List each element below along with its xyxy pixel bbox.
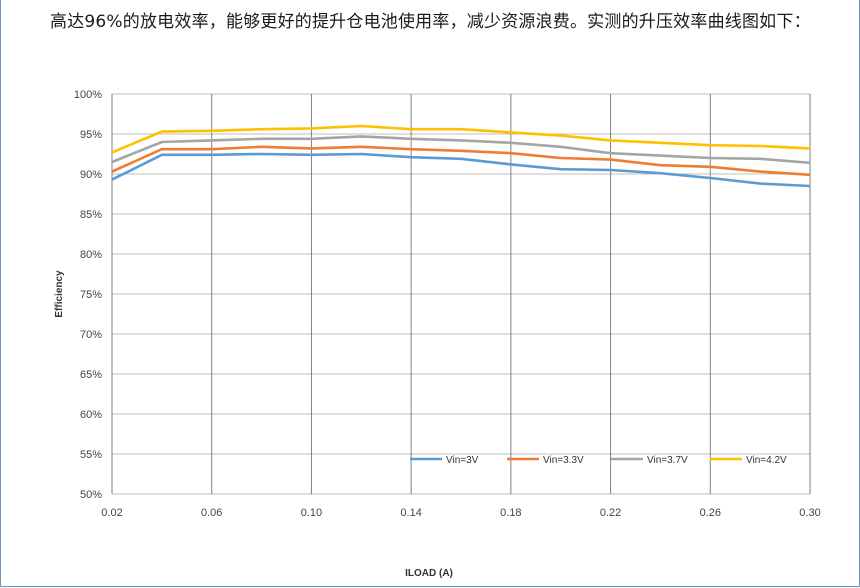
y-tick-labels: 100% 95% 90% 85% 80% 75% 70% 65% 60% 55% 50% xyxy=(74,89,102,501)
x-tick-labels: 0.02 0.06 0.10 0.14 0.18 0.22 0.26 0.30 xyxy=(101,507,820,519)
x-tick-label: 0.30 xyxy=(799,507,820,519)
y-tick-label: 80% xyxy=(80,249,102,261)
legend: Vin=3V Vin=3.3V Vin=3.7V Vin=4.2V xyxy=(410,455,787,466)
series-line-3 xyxy=(111,135,811,165)
y-tick-label: 60% xyxy=(80,409,102,421)
legend-label: Vin=3.7V xyxy=(647,455,688,466)
y-tick-label: 85% xyxy=(80,209,102,221)
x-tick-label: 0.14 xyxy=(400,507,421,519)
y-tick-label: 55% xyxy=(80,449,102,461)
y-tick-label: 75% xyxy=(80,289,102,301)
series-lines xyxy=(111,124,811,188)
x-tick-label: 0.02 xyxy=(101,507,122,519)
x-axis-label: ILOAD (A) xyxy=(405,568,453,579)
x-tick-label: 0.26 xyxy=(700,507,721,519)
y-tick-label: 100% xyxy=(74,89,102,101)
legend-label: Vin=3V xyxy=(446,455,479,466)
legend-label: Vin=4.2V xyxy=(746,455,787,466)
y-tick-label: 95% xyxy=(80,129,102,141)
legend-label: Vin=3.3V xyxy=(543,455,584,466)
x-tick-label: 0.06 xyxy=(201,507,222,519)
x-tick-label: 0.18 xyxy=(500,507,521,519)
y-tick-label: 65% xyxy=(80,369,102,381)
series-line-2 xyxy=(111,145,811,177)
y-tick-label: 70% xyxy=(80,329,102,341)
series-line-4 xyxy=(111,124,811,154)
series-line-1 xyxy=(111,152,811,188)
y-axis-label: Efficiency xyxy=(54,270,65,318)
y-tick-label: 90% xyxy=(80,169,102,181)
x-tick-label: 0.22 xyxy=(600,507,621,519)
x-tick-label: 0.10 xyxy=(301,507,322,519)
y-tick-label: 50% xyxy=(80,489,102,501)
intro-paragraph: 高达96%的放电效率，能够更好的提升仓电池使用率，减少资源浪费。实测的升压效率曲… xyxy=(50,12,811,32)
